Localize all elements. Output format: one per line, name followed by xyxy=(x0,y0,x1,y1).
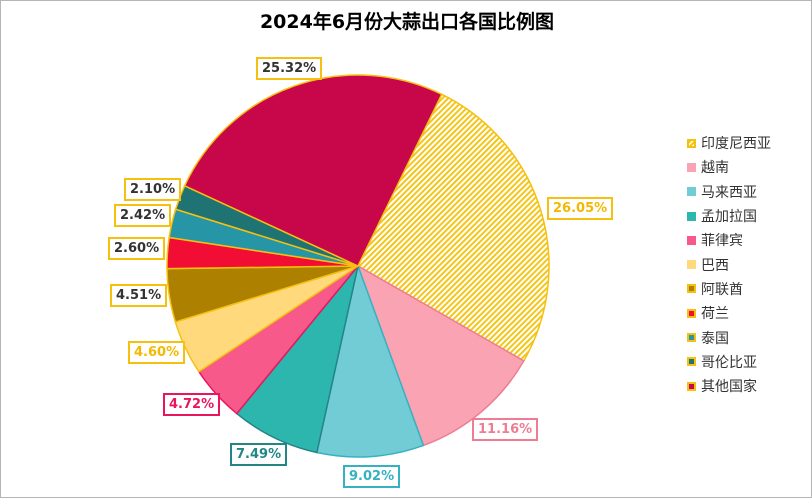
data-label: 4.51% xyxy=(110,284,168,307)
pie-slice[interactable] xyxy=(357,93,550,362)
legend-swatch xyxy=(687,357,696,367)
legend-item[interactable]: 菲律宾 xyxy=(687,228,771,252)
legend-label: 阿联酋 xyxy=(701,281,743,298)
legend-label: 泰国 xyxy=(701,330,729,347)
legend-label: 孟加拉国 xyxy=(701,209,757,226)
legend-label: 荷兰 xyxy=(701,306,729,323)
legend-swatch xyxy=(687,162,696,172)
legend-swatch xyxy=(687,381,696,391)
pie-slice[interactable] xyxy=(356,264,525,447)
legend-swatch xyxy=(687,211,696,221)
legend-label: 巴西 xyxy=(701,257,729,274)
data-label: 2.10% xyxy=(124,178,182,201)
legend-item[interactable]: 其他国家 xyxy=(687,374,771,398)
legend-swatch xyxy=(687,138,696,148)
legend-swatch xyxy=(687,308,696,318)
data-label: 11.16% xyxy=(472,418,539,441)
legend-item[interactable]: 阿联酋 xyxy=(687,277,771,301)
legend-item[interactable]: 荷兰 xyxy=(687,301,771,325)
legend-label: 菲律宾 xyxy=(701,233,743,250)
legend-item[interactable]: 巴西 xyxy=(687,252,771,276)
legend-label: 哥伦比亚 xyxy=(701,354,757,371)
legend-label: 马来西亚 xyxy=(701,184,757,201)
legend-item[interactable]: 泰国 xyxy=(687,325,771,349)
legend-swatch xyxy=(687,260,696,270)
legend-label: 越南 xyxy=(701,160,729,177)
legend-swatch xyxy=(687,187,696,197)
legend-label: 其他国家 xyxy=(701,379,757,396)
legend-swatch xyxy=(687,284,696,294)
data-label: 2.60% xyxy=(108,237,166,260)
data-label: 25.32% xyxy=(256,57,323,80)
legend-label: 印度尼西亚 xyxy=(701,136,771,153)
data-label: 4.60% xyxy=(128,341,186,364)
data-label: 4.72% xyxy=(163,393,221,416)
legend-item[interactable]: 哥伦比亚 xyxy=(687,350,771,374)
legend-item[interactable]: 孟加拉国 xyxy=(687,204,771,228)
legend: 印度尼西亚越南马来西亚孟加拉国菲律宾巴西阿联酋荷兰泰国哥伦比亚其他国家 xyxy=(687,131,771,398)
legend-item[interactable]: 越南 xyxy=(687,155,771,179)
legend-swatch xyxy=(687,333,696,343)
pie-slice[interactable] xyxy=(315,263,425,458)
data-label: 2.42% xyxy=(114,204,172,227)
pie-slice[interactable] xyxy=(183,74,443,267)
legend-item[interactable]: 印度尼西亚 xyxy=(687,131,771,155)
chart-title: 2024年6月份大蒜出口各国比例图 xyxy=(259,11,555,33)
data-label: 9.02% xyxy=(343,465,401,488)
data-label: 7.49% xyxy=(230,443,288,466)
data-label: 26.05% xyxy=(547,197,614,220)
legend-swatch xyxy=(687,235,696,245)
legend-item[interactable]: 马来西亚 xyxy=(687,180,771,204)
